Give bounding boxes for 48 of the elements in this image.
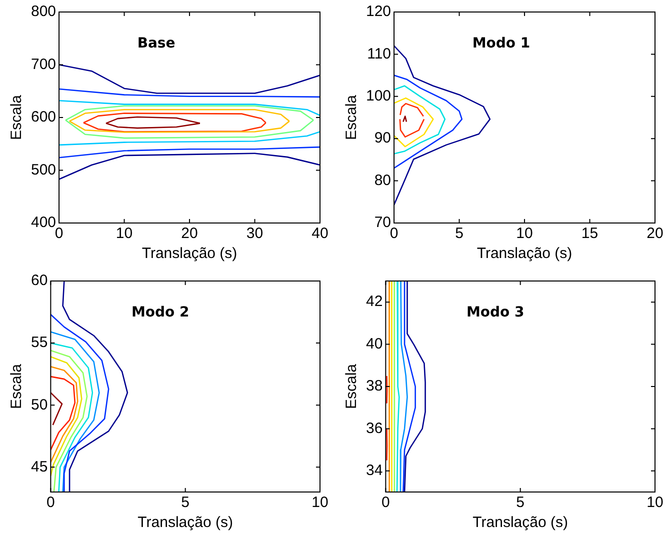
annotation: Modo 3 xyxy=(466,304,524,320)
x-tick-label: 10 xyxy=(516,225,533,242)
y-tick-label: 45 xyxy=(30,458,48,476)
x-tick-label: 10 xyxy=(116,225,133,242)
x-tick-label: 20 xyxy=(181,225,198,242)
y-tick-label: 500 xyxy=(30,161,56,178)
x-tick-label: 0 xyxy=(390,225,398,242)
y-tick-label: 55 xyxy=(30,334,48,352)
y-tick-label: 80 xyxy=(374,172,392,189)
y-tick-label: 120 xyxy=(366,3,392,20)
x-tick-label: 0 xyxy=(46,494,55,512)
x-tick-label: 40 xyxy=(312,225,328,242)
y-tick-label: 40 xyxy=(366,335,383,352)
x-tick-label: 5 xyxy=(455,225,464,242)
x-tick-label: 20 xyxy=(646,225,664,242)
y-tick-label: 700 xyxy=(30,56,56,73)
x-tick-label: 10 xyxy=(312,494,328,512)
x-tick-label: 10 xyxy=(646,494,664,512)
y-axis-title: Escala xyxy=(343,94,360,140)
x-axis-title: Translação (s) xyxy=(472,514,568,532)
y-axis-title: Escala xyxy=(8,94,26,140)
y-tick-label: 60 xyxy=(30,272,48,290)
y-tick-label: 600 xyxy=(30,108,56,126)
x-axis-title: Translação (s) xyxy=(142,245,238,262)
annotation: Base xyxy=(137,35,176,52)
y-tick-label: 400 xyxy=(30,214,56,232)
annotation: Modo 1 xyxy=(472,35,530,52)
x-tick-label: 0 xyxy=(382,494,390,512)
y-tick-label: 50 xyxy=(30,396,48,414)
y-tick-label: 800 xyxy=(30,3,56,20)
y-tick-label: 100 xyxy=(366,88,392,105)
y-tick-label: 36 xyxy=(366,420,383,437)
y-tick-label: 42 xyxy=(366,293,383,310)
y-tick-label: 70 xyxy=(374,214,392,232)
x-tick-label: 0 xyxy=(54,225,64,242)
y-axis-title: Escala xyxy=(343,363,360,410)
y-tick-label: 38 xyxy=(366,378,383,395)
x-tick-label: 15 xyxy=(581,225,598,242)
x-axis-title: Translação (s) xyxy=(138,514,233,532)
x-axis-title: Translação (s) xyxy=(476,245,572,262)
y-tick-label: 90 xyxy=(374,130,392,147)
y-tick-label: 34 xyxy=(366,462,383,480)
y-tick-label: 110 xyxy=(367,45,392,62)
x-tick-label: 5 xyxy=(181,494,190,512)
x-tick-label: 5 xyxy=(516,494,525,512)
y-axis-title: Escala xyxy=(8,363,26,410)
x-tick-label: 30 xyxy=(246,225,264,242)
annotation: Modo 2 xyxy=(131,304,190,320)
